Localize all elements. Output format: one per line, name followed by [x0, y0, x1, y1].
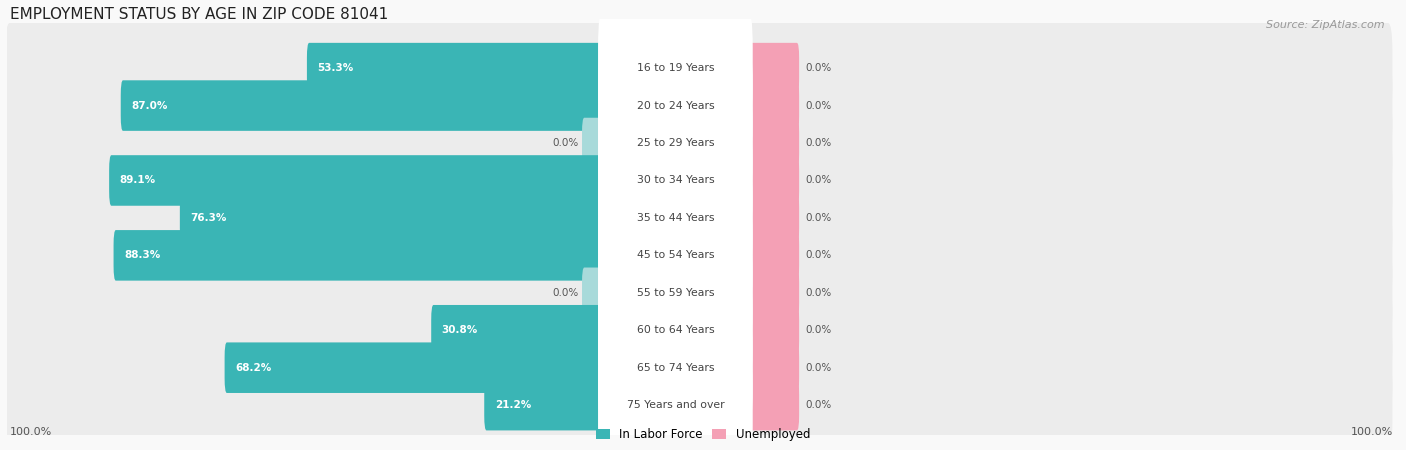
FancyBboxPatch shape [745, 342, 799, 393]
FancyBboxPatch shape [225, 342, 606, 393]
Text: 55 to 59 Years: 55 to 59 Years [637, 288, 714, 298]
FancyBboxPatch shape [6, 210, 1392, 301]
FancyBboxPatch shape [582, 118, 606, 168]
Text: 25 to 29 Years: 25 to 29 Years [637, 138, 714, 148]
FancyBboxPatch shape [6, 23, 1392, 113]
FancyBboxPatch shape [6, 248, 1392, 338]
Text: 100.0%: 100.0% [10, 427, 52, 437]
Text: 0.0%: 0.0% [806, 400, 831, 410]
FancyBboxPatch shape [745, 305, 799, 356]
Text: 89.1%: 89.1% [120, 176, 156, 185]
FancyBboxPatch shape [745, 118, 799, 168]
Text: 0.0%: 0.0% [806, 100, 831, 111]
Text: Source: ZipAtlas.com: Source: ZipAtlas.com [1267, 20, 1385, 30]
Text: 0.0%: 0.0% [806, 363, 831, 373]
Text: 0.0%: 0.0% [806, 176, 831, 185]
FancyBboxPatch shape [180, 193, 606, 243]
FancyBboxPatch shape [598, 159, 752, 277]
Text: 0.0%: 0.0% [806, 63, 831, 73]
FancyBboxPatch shape [6, 173, 1392, 263]
Text: 30.8%: 30.8% [441, 325, 478, 335]
FancyBboxPatch shape [598, 346, 752, 450]
FancyBboxPatch shape [6, 323, 1392, 413]
FancyBboxPatch shape [745, 193, 799, 243]
FancyBboxPatch shape [598, 196, 752, 315]
Text: 0.0%: 0.0% [806, 288, 831, 298]
FancyBboxPatch shape [598, 9, 752, 127]
FancyBboxPatch shape [307, 43, 606, 94]
Text: 0.0%: 0.0% [806, 138, 831, 148]
Text: 21.2%: 21.2% [495, 400, 531, 410]
FancyBboxPatch shape [745, 43, 799, 94]
Text: EMPLOYMENT STATUS BY AGE IN ZIP CODE 81041: EMPLOYMENT STATUS BY AGE IN ZIP CODE 810… [10, 8, 388, 22]
FancyBboxPatch shape [745, 80, 799, 131]
Text: 0.0%: 0.0% [806, 213, 831, 223]
Text: 0.0%: 0.0% [553, 288, 579, 298]
FancyBboxPatch shape [582, 268, 606, 318]
FancyBboxPatch shape [6, 98, 1392, 188]
FancyBboxPatch shape [598, 271, 752, 389]
FancyBboxPatch shape [745, 380, 799, 430]
Text: 87.0%: 87.0% [131, 100, 167, 111]
FancyBboxPatch shape [745, 155, 799, 206]
Text: 75 Years and over: 75 Years and over [627, 400, 724, 410]
Text: 88.3%: 88.3% [124, 250, 160, 261]
Text: 76.3%: 76.3% [190, 213, 226, 223]
Text: 35 to 44 Years: 35 to 44 Years [637, 213, 714, 223]
FancyBboxPatch shape [598, 47, 752, 165]
FancyBboxPatch shape [121, 80, 606, 131]
Legend: In Labor Force, Unemployed: In Labor Force, Unemployed [591, 423, 815, 446]
FancyBboxPatch shape [6, 285, 1392, 375]
Text: 20 to 24 Years: 20 to 24 Years [637, 100, 714, 111]
Text: 0.0%: 0.0% [806, 325, 831, 335]
Text: 53.3%: 53.3% [318, 63, 354, 73]
Text: 0.0%: 0.0% [553, 138, 579, 148]
FancyBboxPatch shape [484, 380, 606, 430]
FancyBboxPatch shape [110, 155, 606, 206]
FancyBboxPatch shape [6, 135, 1392, 225]
FancyBboxPatch shape [745, 268, 799, 318]
Text: 60 to 64 Years: 60 to 64 Years [637, 325, 714, 335]
FancyBboxPatch shape [6, 360, 1392, 450]
Text: 68.2%: 68.2% [235, 363, 271, 373]
Text: 16 to 19 Years: 16 to 19 Years [637, 63, 714, 73]
Text: 100.0%: 100.0% [1351, 427, 1393, 437]
FancyBboxPatch shape [598, 122, 752, 239]
Text: 30 to 34 Years: 30 to 34 Years [637, 176, 714, 185]
Text: 45 to 54 Years: 45 to 54 Years [637, 250, 714, 261]
FancyBboxPatch shape [598, 234, 752, 352]
FancyBboxPatch shape [598, 309, 752, 427]
FancyBboxPatch shape [432, 305, 606, 356]
FancyBboxPatch shape [745, 230, 799, 281]
Text: 0.0%: 0.0% [806, 250, 831, 261]
FancyBboxPatch shape [598, 84, 752, 202]
FancyBboxPatch shape [114, 230, 606, 281]
Text: 65 to 74 Years: 65 to 74 Years [637, 363, 714, 373]
FancyBboxPatch shape [6, 60, 1392, 151]
